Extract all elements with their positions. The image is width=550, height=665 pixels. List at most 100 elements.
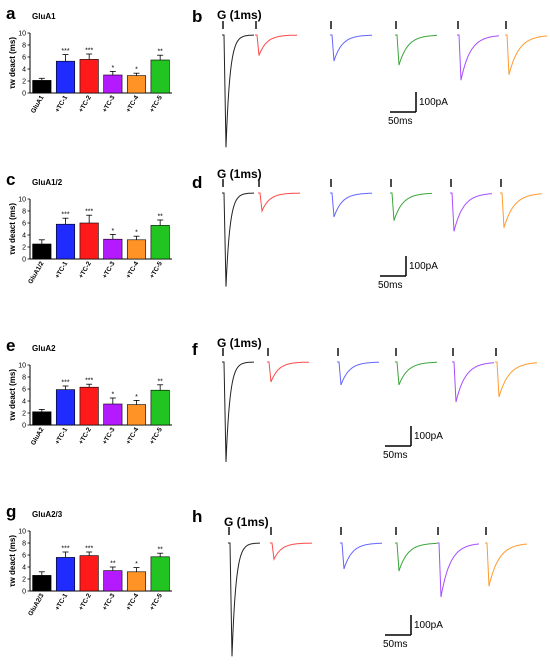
significance-mark: *	[135, 394, 138, 401]
x-tick-label: +TC-2	[78, 426, 93, 446]
x-tick-label: +TC-1	[54, 592, 69, 612]
bar	[103, 74, 123, 94]
y-tick-label: 4	[22, 565, 26, 572]
x-tick-label: +TC-4	[125, 426, 140, 446]
y-axis-label: τw deact (ms)	[8, 203, 17, 255]
y-tick-label: 0	[22, 257, 26, 264]
panel-letter: g	[6, 502, 16, 521]
bar	[150, 225, 170, 260]
x-tick-label: +TC-1	[54, 94, 69, 114]
scale-label-current: 100pA	[414, 620, 443, 631]
significance-mark: ***	[61, 212, 69, 219]
y-tick-label: 8	[22, 43, 26, 50]
bar	[150, 556, 170, 592]
stimulus-label: G (1ms)	[224, 515, 269, 529]
current-trace	[450, 192, 492, 232]
x-tick-label: GluA2/3	[27, 592, 46, 617]
current-trace	[330, 34, 372, 62]
y-tick-label: 6	[22, 387, 26, 394]
stimulus-label: G (1ms)	[217, 8, 262, 22]
y-tick-label: 8	[22, 541, 26, 548]
y-axis-label: τw deact (ms)	[8, 369, 17, 421]
bar	[103, 238, 123, 260]
current-trace	[500, 192, 543, 228]
scale-label-current: 100pA	[409, 261, 438, 272]
significance-mark: ***	[85, 209, 93, 216]
y-tick-label: 0	[22, 91, 26, 98]
stimulus-label: G (1ms)	[217, 336, 262, 350]
panel-title: GluA1/2	[32, 178, 63, 187]
scale-label-current: 100pA	[419, 97, 448, 108]
y-tick-label: 2	[22, 411, 26, 418]
current-trace	[330, 192, 373, 218]
x-tick-label: +TC-1	[54, 426, 69, 446]
x-tick-label: +TC-2	[78, 592, 93, 612]
bar	[126, 571, 147, 592]
panel-title: GluA2	[32, 344, 56, 353]
y-tick-label: 2	[22, 245, 26, 252]
current-trace	[222, 34, 254, 148]
current-trace	[340, 542, 382, 570]
y-tick-label: 8	[22, 375, 26, 382]
scale-label-time: 50ms	[388, 116, 412, 127]
significance-mark: **	[157, 378, 163, 385]
bar	[103, 403, 123, 426]
x-tick-label: +TC-3	[101, 260, 116, 280]
bar	[79, 222, 99, 260]
x-tick-label: +TC-5	[149, 260, 164, 280]
x-tick-label: +TC-4	[125, 592, 140, 612]
current-trace	[395, 34, 437, 66]
x-tick-label: +TC-3	[101, 592, 116, 612]
y-tick-label: 10	[18, 529, 26, 536]
significance-mark: *	[111, 65, 114, 72]
x-tick-label: +TC-1	[54, 260, 69, 280]
bar	[55, 60, 76, 94]
y-tick-label: 2	[22, 79, 26, 86]
panel-letter: e	[6, 336, 15, 355]
x-tick-label: +TC-3	[101, 426, 116, 446]
bar	[126, 404, 147, 426]
bar	[79, 59, 99, 94]
significance-mark: **	[157, 214, 163, 221]
current-trace	[255, 34, 298, 56]
bar	[32, 243, 52, 260]
significance-mark: **	[157, 49, 163, 56]
panel-letter: h	[192, 507, 202, 526]
bar	[150, 59, 170, 94]
y-tick-label: 0	[22, 423, 26, 430]
significance-mark: *	[135, 561, 138, 568]
y-tick-label: 10	[18, 31, 26, 38]
current-trace	[485, 542, 528, 587]
current-trace	[228, 542, 260, 657]
y-tick-label: 8	[22, 209, 26, 216]
current-trace	[222, 361, 254, 463]
x-tick-label: +TC-5	[149, 592, 164, 612]
panel-letter: a	[6, 4, 16, 23]
scale-label-current: 100pA	[414, 431, 443, 442]
current-trace	[457, 34, 500, 81]
current-trace	[222, 192, 254, 287]
x-tick-label: +TC-5	[149, 94, 164, 114]
bar	[103, 570, 123, 592]
scale-label-time: 50ms	[378, 280, 402, 291]
current-trace	[395, 542, 437, 572]
y-tick-label: 0	[22, 589, 26, 596]
y-tick-label: 2	[22, 577, 26, 584]
significance-mark: *	[135, 230, 138, 237]
bar	[150, 389, 170, 426]
trace-panel-b: b G (1ms) 100pA 50ms	[192, 7, 548, 148]
bar	[32, 411, 52, 426]
x-tick-label: GluA1/2	[27, 260, 46, 285]
x-tick-label: GluA2	[30, 426, 46, 446]
x-tick-label: +TC-4	[125, 260, 140, 280]
bar	[126, 239, 147, 260]
significance-mark: ***	[85, 546, 93, 553]
panel-letter: c	[6, 170, 15, 189]
significance-mark: *	[111, 392, 114, 399]
bar	[55, 557, 76, 592]
